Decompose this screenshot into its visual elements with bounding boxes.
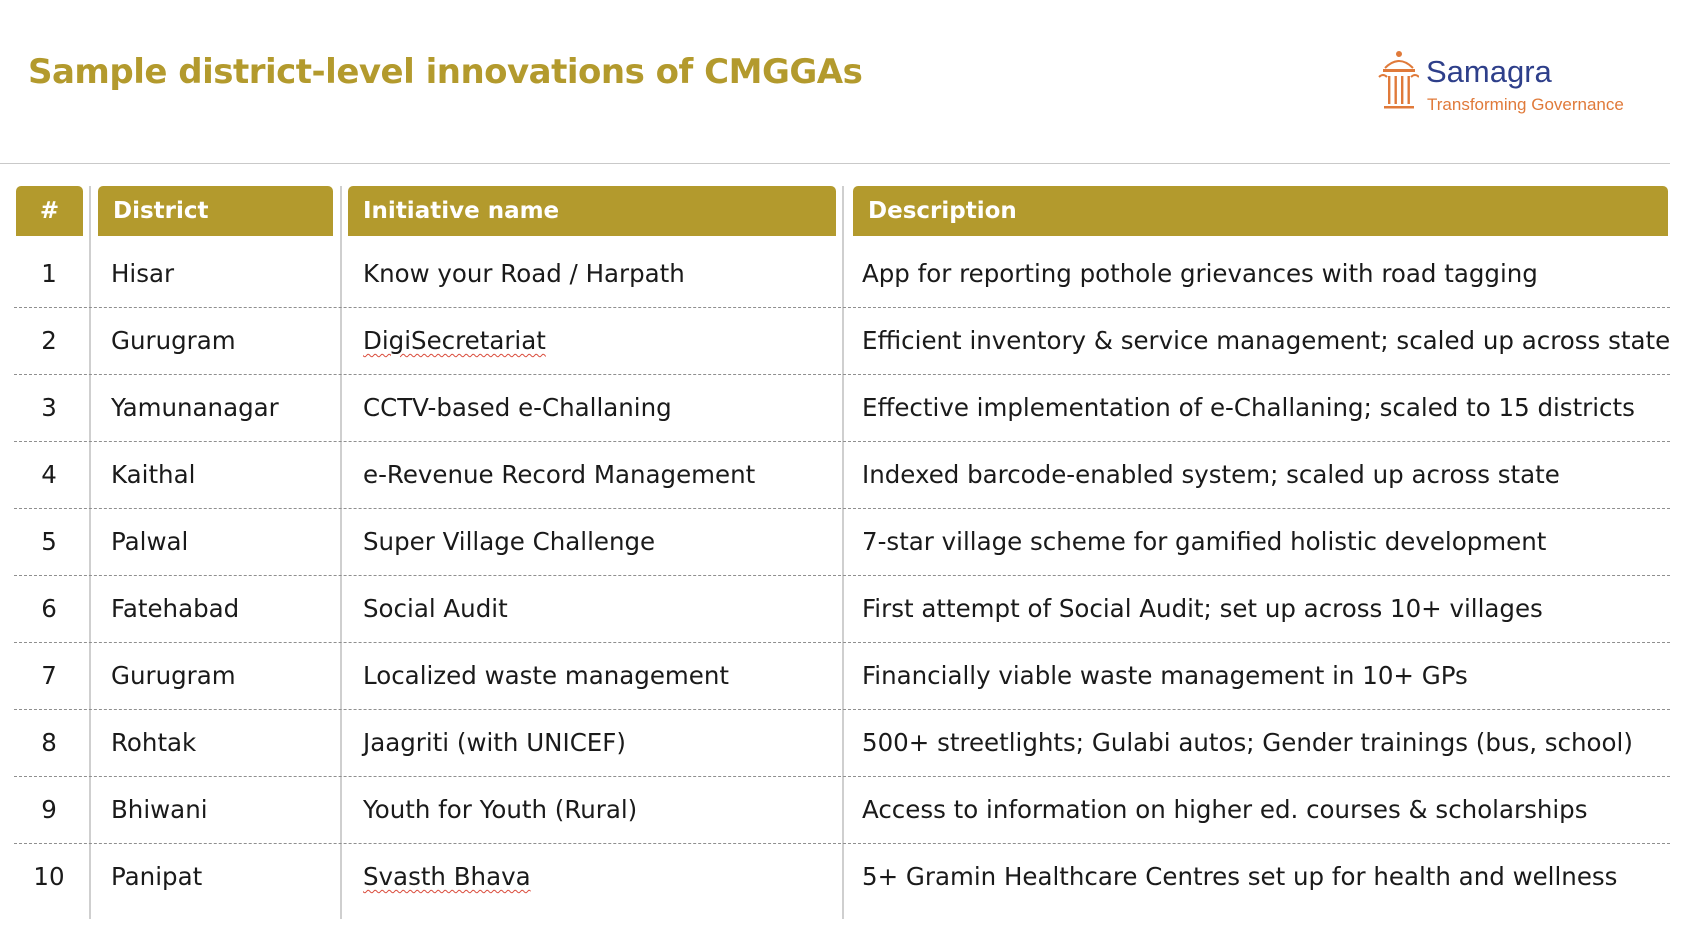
logo-tagline: Transforming Governance: [1427, 95, 1624, 114]
description-cell: Access to information on higher ed. cour…: [862, 795, 1588, 824]
row-divider: [14, 575, 1670, 576]
row-number: 1: [41, 259, 57, 288]
description-cell: App for reporting pothole grievances wit…: [862, 259, 1538, 288]
table-row: 10 Panipat Svasth Bhava 5+ Gramin Health…: [14, 843, 1670, 910]
row-number: 10: [33, 862, 65, 891]
district-cell: Gurugram: [111, 661, 236, 690]
column-divider: [89, 186, 91, 919]
row-divider: [14, 441, 1670, 442]
row-number: 2: [41, 326, 57, 355]
initiative-cell: e-Revenue Record Management: [363, 460, 756, 489]
initiative-cell: Youth for Youth (Rural): [363, 795, 638, 824]
row-number: 8: [41, 728, 57, 757]
table-row: 3 Yamunanagar CCTV-based e-Challaning Ef…: [14, 374, 1670, 442]
temple-pillars-icon: [1378, 51, 1419, 109]
row-divider: [14, 843, 1670, 844]
district-cell: Yamunanagar: [111, 393, 279, 422]
row-divider: [14, 307, 1670, 308]
description-cell: 7-star village scheme for gamified holis…: [862, 527, 1547, 556]
initiative-cell: Localized waste management: [363, 661, 729, 690]
description-cell: Effective implementation of e-Challaning…: [862, 393, 1635, 422]
district-cell: Hisar: [111, 259, 175, 288]
table-row: 5 Palwal Super Village Challenge 7-star …: [14, 508, 1670, 576]
district-cell: Palwal: [111, 527, 189, 556]
header-district: District: [98, 186, 333, 236]
title-divider: [0, 163, 1670, 164]
description-cell: Efficient inventory & service management…: [862, 326, 1671, 355]
row-number: 3: [41, 393, 57, 422]
row-number: 7: [41, 661, 57, 690]
table-row: 7 Gurugram Localized waste management Fi…: [14, 642, 1670, 710]
initiative-cell: Know your Road / Harpath: [363, 259, 685, 288]
district-cell: Fatehabad: [111, 594, 240, 623]
header-description: Description: [853, 186, 1668, 236]
district-cell: Kaithal: [111, 460, 196, 489]
table-row: 1 Hisar Know your Road / Harpath App for…: [14, 240, 1670, 308]
initiative-cell: DigiSecretariat: [363, 326, 546, 355]
row-number: 4: [41, 460, 57, 489]
logo-name: Samagra: [1426, 54, 1552, 89]
row-number: 5: [41, 527, 57, 556]
district-cell: Panipat: [111, 862, 203, 891]
initiative-cell: Jaagriti (with UNICEF): [363, 728, 626, 757]
description-cell: 5+ Gramin Healthcare Centres set up for …: [862, 862, 1618, 891]
row-divider: [14, 508, 1670, 509]
row-divider: [14, 776, 1670, 777]
initiative-cell: Super Village Challenge: [363, 527, 656, 556]
column-divider: [842, 186, 844, 919]
initiative-cell: Svasth Bhava: [363, 862, 531, 891]
header-number: #: [16, 186, 83, 236]
table-row: 6 Fatehabad Social Audit First attempt o…: [14, 575, 1670, 643]
description-cell: Indexed barcode-enabled system; scaled u…: [862, 460, 1560, 489]
district-cell: Rohtak: [111, 728, 197, 757]
table-row: 9 Bhiwani Youth for Youth (Rural) Access…: [14, 776, 1670, 844]
row-divider: [14, 374, 1670, 375]
samagra-logo: Samagra Transforming Governance: [1375, 50, 1645, 120]
column-divider: [340, 186, 342, 919]
row-number: 9: [41, 795, 57, 824]
description-cell: Financially viable waste management in 1…: [862, 661, 1468, 690]
description-cell: First attempt of Social Audit; set up ac…: [862, 594, 1543, 623]
district-cell: Gurugram: [111, 326, 236, 355]
header-initiative-name: Initiative name: [348, 186, 836, 236]
initiative-cell: Social Audit: [363, 594, 508, 623]
row-divider: [14, 709, 1670, 710]
table-row: 2 Gurugram DigiSecretariat Efficient inv…: [14, 307, 1671, 375]
description-cell: 500+ streetlights; Gulabi autos; Gender …: [862, 728, 1633, 757]
initiative-cell: CCTV-based e-Challaning: [363, 393, 672, 422]
district-cell: Bhiwani: [111, 795, 208, 824]
row-number: 6: [41, 594, 57, 623]
table-row: 4 Kaithal e-Revenue Record Management In…: [14, 441, 1670, 509]
table-row: 8 Rohtak Jaagriti (with UNICEF) 500+ str…: [14, 709, 1670, 777]
slide-title: Sample district-level innovations of CMG…: [28, 52, 863, 92]
row-divider: [14, 642, 1670, 643]
